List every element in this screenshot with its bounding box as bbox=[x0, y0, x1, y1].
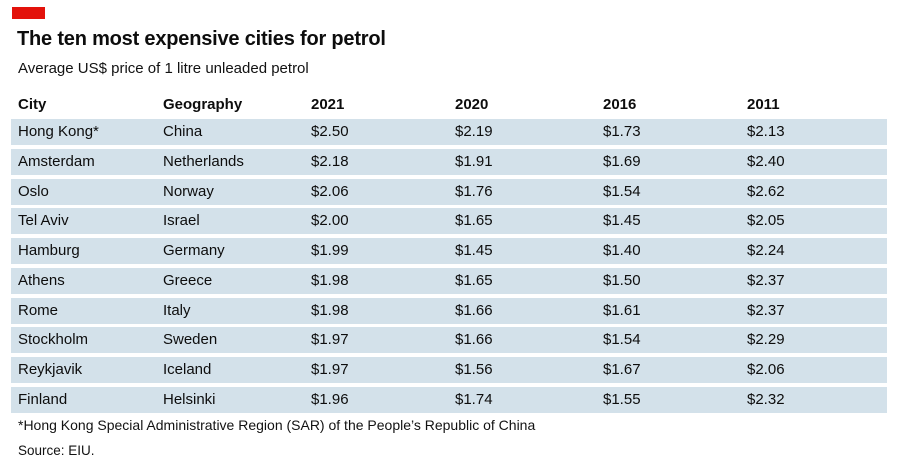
cell-geography: China bbox=[163, 123, 203, 140]
cell-geography: Iceland bbox=[163, 361, 212, 378]
cell-city: Athens bbox=[18, 271, 65, 289]
cell-y2011: $2.32 bbox=[747, 390, 785, 408]
cell-y2011: $2.37 bbox=[747, 301, 785, 319]
cell-y2020: $1.76 bbox=[455, 182, 493, 200]
cell-y2021: $2.50 bbox=[311, 123, 349, 140]
chart-subtitle: Average US$ price of 1 litre unleaded pe… bbox=[18, 60, 309, 77]
cell-city: Tel Aviv bbox=[18, 212, 69, 230]
cell-y2020: $1.74 bbox=[455, 390, 493, 408]
cell-city: Amsterdam bbox=[18, 152, 95, 170]
cell-y2016: $1.54 bbox=[603, 182, 641, 200]
cell-y2016: $1.45 bbox=[603, 212, 641, 230]
economist-red-tab bbox=[12, 7, 45, 19]
cell-geography: Netherlands bbox=[163, 152, 244, 170]
column-header-y2021: 2021 bbox=[311, 96, 345, 113]
cell-city: Finland bbox=[18, 390, 68, 408]
cell-y2021: $2.18 bbox=[311, 152, 349, 170]
cell-y2021: $1.97 bbox=[311, 361, 349, 378]
cell-y2011: $2.62 bbox=[747, 182, 785, 200]
cell-y2016: $1.40 bbox=[603, 242, 641, 259]
cell-y2011: $2.13 bbox=[747, 123, 785, 140]
cell-geography: Israel bbox=[163, 212, 200, 230]
cell-y2020: $1.45 bbox=[455, 242, 493, 259]
cell-y2016: $1.61 bbox=[603, 301, 641, 319]
cell-y2011: $2.29 bbox=[747, 331, 785, 349]
cell-city: Reykjavik bbox=[18, 361, 83, 378]
column-header-y2011: 2011 bbox=[747, 96, 780, 113]
table-row: Amsterdam Netherlands $2.18 $1.91 $1.69 $2.40 bbox=[11, 148, 887, 175]
table-row: Hong Kong* China $2.50 $2.19 $1.73 $2.13 bbox=[11, 119, 887, 145]
table-row: Reykjavik Iceland $1.97 $1.56 $1.67 $2.06 bbox=[11, 357, 887, 383]
cell-y2020: $1.65 bbox=[455, 271, 493, 289]
cell-y2016: $1.54 bbox=[603, 331, 641, 349]
cell-geography: Greece bbox=[163, 271, 213, 289]
cell-y2021: $2.06 bbox=[311, 182, 349, 200]
table-header-row: City Geography 2021 2020 2016 2011 bbox=[11, 92, 887, 116]
cell-city: Oslo bbox=[18, 182, 49, 200]
table-body: Hong Kong* China $2.50 $2.19 $1.73 $2.13 Amste… bbox=[11, 119, 887, 413]
table-row: Finland Helsinki $1.96 $1.74 $1.55 $2.32 bbox=[11, 386, 887, 413]
cell-city: Stockholm bbox=[18, 331, 89, 349]
cell-y2011: $2.06 bbox=[747, 361, 785, 378]
cell-geography: Helsinki bbox=[163, 390, 216, 408]
cell-y2011: $2.05 bbox=[747, 212, 785, 230]
footnote: *Hong Kong Special Administrative Region… bbox=[18, 417, 536, 433]
cell-y2016: $1.73 bbox=[603, 123, 641, 140]
column-header-y2016: 2016 bbox=[603, 96, 637, 113]
table-row: Athens Greece $1.98 $1.65 $1.50 $2.37 bbox=[11, 267, 887, 294]
cell-y2021: $1.97 bbox=[311, 331, 349, 349]
column-header-geography: Geography bbox=[163, 96, 243, 113]
cell-y2020: $1.65 bbox=[455, 212, 493, 230]
cell-y2016: $1.55 bbox=[603, 390, 641, 408]
cell-y2016: $1.69 bbox=[603, 152, 641, 170]
table-row: Rome Italy $1.98 $1.66 $1.61 $2.37 bbox=[11, 297, 887, 324]
cell-y2020: $1.56 bbox=[455, 361, 493, 378]
cell-y2011: $2.40 bbox=[747, 152, 785, 170]
cell-y2021: $2.00 bbox=[311, 212, 349, 230]
cell-y2021: $1.99 bbox=[311, 242, 349, 259]
cell-y2016: $1.67 bbox=[603, 361, 641, 378]
table-row: Tel Aviv Israel $2.00 $1.65 $1.45 $2.05 bbox=[11, 208, 887, 235]
cell-y2021: $1.98 bbox=[311, 271, 349, 289]
cell-city: Rome bbox=[18, 301, 59, 319]
cell-y2021: $1.98 bbox=[311, 301, 349, 319]
cell-y2020: $1.66 bbox=[455, 331, 493, 349]
cell-y2020: $1.66 bbox=[455, 301, 493, 319]
cell-y2021: $1.96 bbox=[311, 390, 349, 408]
chart-title: The ten most expensive cities for petrol bbox=[17, 28, 386, 50]
table-row: Oslo Norway $2.06 $1.76 $1.54 $2.62 bbox=[11, 178, 887, 205]
column-header-city: City bbox=[18, 96, 47, 113]
source: Source: EIU. bbox=[18, 443, 95, 458]
cell-city: Hong Kong* bbox=[18, 123, 99, 140]
cell-geography: Germany bbox=[163, 242, 225, 259]
table-row: Stockholm Sweden $1.97 $1.66 $1.54 $2.29 bbox=[11, 327, 887, 354]
column-header-y2020: 2020 bbox=[455, 96, 489, 113]
cell-y2011: $2.37 bbox=[747, 271, 785, 289]
cell-city: Hamburg bbox=[18, 242, 80, 259]
cell-y2020: $1.91 bbox=[455, 152, 493, 170]
cell-y2011: $2.24 bbox=[747, 242, 785, 259]
cell-geography: Norway bbox=[163, 182, 214, 200]
cell-y2016: $1.50 bbox=[603, 271, 641, 289]
petrol-price-table: City Geography 2021 2020 2016 2011 Hong Kong*… bbox=[11, 92, 887, 417]
cell-geography: Italy bbox=[163, 301, 191, 319]
table-row: Hamburg Germany $1.99 $1.45 $1.40 $2.24 bbox=[11, 238, 887, 264]
cell-geography: Sweden bbox=[163, 331, 218, 349]
cell-y2020: $2.19 bbox=[455, 123, 493, 140]
